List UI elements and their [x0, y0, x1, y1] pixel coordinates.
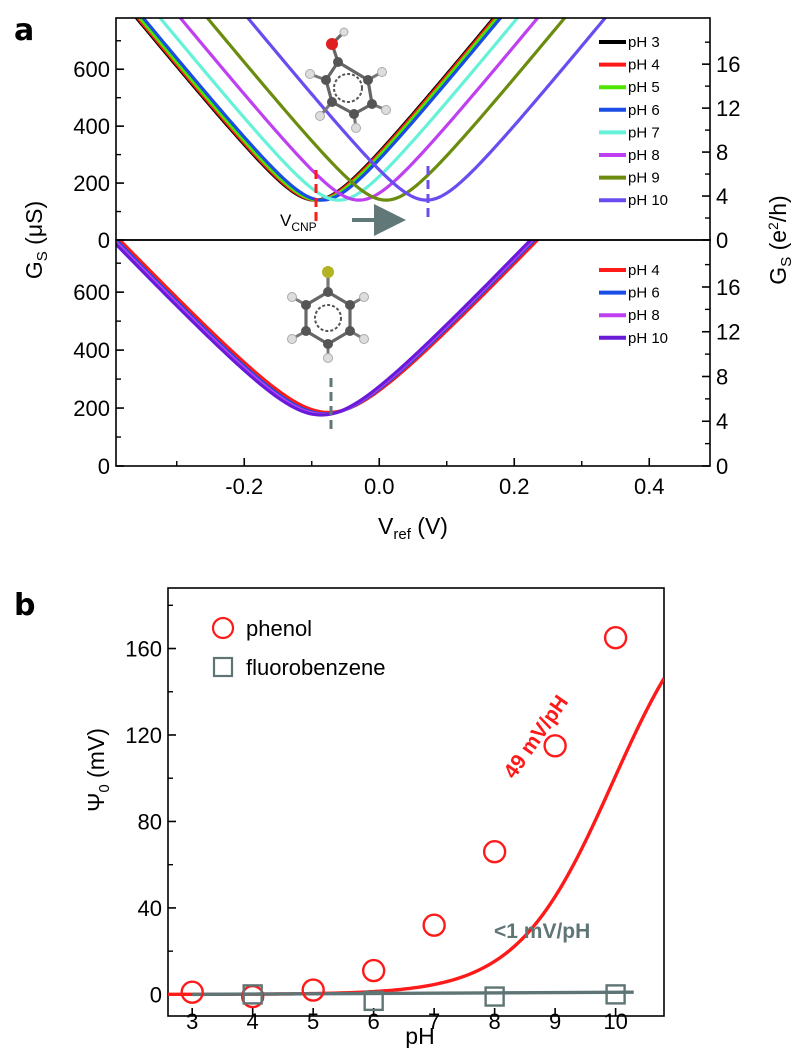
- legend-label-fluorobenzene: fluorobenzene: [246, 655, 385, 680]
- panel-b-xtick-label: 5: [307, 1009, 319, 1034]
- panel-a-xlabel: Vref (V): [378, 513, 448, 543]
- top-legend-label: pH 10: [628, 192, 668, 209]
- top-legend-label: pH 9: [628, 170, 660, 187]
- bottom-curve-ph4: [117, 240, 540, 414]
- top-y2tick-label: 16: [716, 52, 740, 77]
- panel-a: -0.2 0.0 0.2 0.4 0 200 400 600 0 4 8 12 16 0 200 400 600…: [21, 17, 795, 543]
- top-subplot-frame: [115, 17, 711, 241]
- top-curve-ph5: [137, 18, 500, 202]
- panel-label-b: b: [14, 588, 35, 623]
- top-y2tick-label: 12: [716, 96, 740, 121]
- panel-a-xtick-label: -0.2: [225, 474, 263, 499]
- fluorobenzene-point: [242, 984, 263, 1005]
- phenol-point: [361, 958, 386, 983]
- fluorobenzene-fit-line: [192, 990, 634, 997]
- bottom-ytick-label: 200: [73, 396, 110, 421]
- top-curve-ph7: [158, 18, 520, 202]
- panel-a-xtick-label: 0.2: [499, 474, 530, 499]
- panel-a-right-ylabel: GS (e2/h): [765, 195, 795, 284]
- top-ytick-label: 0: [98, 228, 110, 253]
- panel-a-xtick-label: 0.0: [364, 474, 395, 499]
- phenol-point: [180, 980, 204, 1004]
- panel-b-xtick-label: 8: [489, 1009, 501, 1034]
- panel-b-xlabel: pH: [405, 1023, 434, 1048]
- bottom-legend-label: pH 8: [628, 307, 660, 324]
- panel-b-ticks: 3 4 5 6 7 8 9 10 0 40 80 120 160: [125, 604, 628, 1034]
- bottom-legend-label: pH 10: [628, 330, 668, 347]
- top-legend-label: pH 8: [628, 147, 660, 164]
- phenol-point: [603, 626, 628, 650]
- top-legend-label: pH 6: [628, 102, 660, 119]
- bottom-y2tick-label: 16: [716, 275, 740, 300]
- panel-b-ytick-label: 0: [150, 982, 162, 1007]
- legend-top: pH 3 pH 4 pH 5 pH 6 pH 7 pH 8 pH 9 pH 10: [599, 34, 668, 209]
- legend-marker-fluorobenzene: [212, 656, 234, 678]
- panel-b-fit-lines: [168, 677, 664, 997]
- fluorobenzene-point: [484, 986, 505, 1007]
- top-y2tick-label: 4: [716, 184, 728, 209]
- top-curve-ph9: [205, 18, 567, 202]
- phenol-point: [422, 913, 446, 937]
- phenol-point: [301, 978, 325, 1002]
- panel-a-ticks: -0.2 0.0 0.2 0.4 0 200 400 600 0 4 8 12 16 0 200 400 600…: [73, 40, 740, 499]
- top-curve-ph10: [245, 18, 608, 202]
- panel-b-ytick-label: 40: [138, 896, 162, 921]
- top-y2tick-label: 8: [716, 140, 728, 165]
- top-curve-ph6: [141, 18, 503, 202]
- panel-a-left-ylabel: GS (μS): [21, 201, 51, 279]
- top-legend-label: pH 5: [628, 79, 660, 96]
- bottom-legend-label: pH 4: [628, 262, 660, 279]
- top-legend-label: pH 7: [628, 124, 660, 141]
- bottom-ytick-label: 400: [73, 338, 110, 363]
- top-ytick-label: 400: [73, 114, 110, 139]
- top-ytick-label: 200: [73, 171, 110, 196]
- bottom-curve-ph10: [116, 240, 533, 417]
- panel-b-xtick-label: 4: [247, 1009, 259, 1034]
- bottom-subplot-curves: [116, 240, 540, 417]
- phenol-point: [482, 840, 507, 864]
- fluorobenzene-slope-annotation: <1 mV/pH: [494, 920, 590, 943]
- panel-a-xtick-label: 0.4: [634, 474, 665, 499]
- bottom-ytick-label: 0: [98, 454, 110, 479]
- bottom-y2tick-label: 4: [716, 409, 728, 434]
- panel-b-xtick-label: 10: [603, 1009, 627, 1034]
- top-curve-ph4: [135, 18, 498, 202]
- bottom-y2tick-label: 12: [716, 320, 740, 345]
- bottom-y2tick-label: 0: [716, 454, 728, 479]
- fluorobenzene-molecule-icon: [287, 266, 369, 363]
- panel-b-ytick-label: 80: [138, 809, 162, 834]
- phenol-point: [543, 734, 567, 758]
- panel-b-xtick-label: 3: [186, 1009, 198, 1034]
- top-legend-label: pH 4: [628, 57, 660, 74]
- top-y2tick-label: 0: [716, 228, 728, 253]
- legend-marker-phenol: [211, 616, 235, 640]
- panel-b-xtick-label: 6: [368, 1009, 380, 1034]
- bottom-y2tick-label: 8: [716, 364, 728, 389]
- top-curve-ph8: [178, 18, 540, 202]
- phenol-fit-line: [168, 677, 664, 997]
- phenol-molecule-icon: [305, 27, 391, 133]
- panel-b-xtick-label: 9: [549, 1009, 561, 1034]
- panel-b-frame: [167, 587, 665, 1017]
- fluorobenzene-point: [363, 990, 384, 1012]
- legend-b: phenol fluorobenzene: [211, 616, 385, 680]
- bottom-legend-label: pH 6: [628, 285, 660, 302]
- bottom-subplot-frame: [115, 239, 711, 467]
- panel-label-a: a: [14, 13, 34, 48]
- panel-b-xtick-label: 7: [428, 1009, 440, 1034]
- top-subplot-curves: [134, 18, 608, 202]
- top-ytick-label: 600: [73, 57, 110, 82]
- panel-b: 3 4 5 6 7 8 9 10 0 40 80 120 160 phenol fluorobenzen…: [83, 587, 665, 1048]
- panel-b-ytick-label: 120: [125, 723, 162, 748]
- legend-bottom: pH 4 pH 6 pH 8 pH 10: [599, 262, 668, 347]
- panel-b-ytick-label: 160: [125, 637, 162, 662]
- legend-label-phenol: phenol: [246, 616, 312, 641]
- fluorobenzene-point: [605, 984, 626, 1005]
- panel-b-ylabel: Ψ0 (mV): [83, 728, 113, 812]
- panel-b-points: [180, 626, 628, 1012]
- bottom-ytick-label: 600: [73, 280, 110, 305]
- vcnp-label: VCNP: [280, 211, 317, 234]
- top-legend-label: pH 3: [628, 34, 660, 51]
